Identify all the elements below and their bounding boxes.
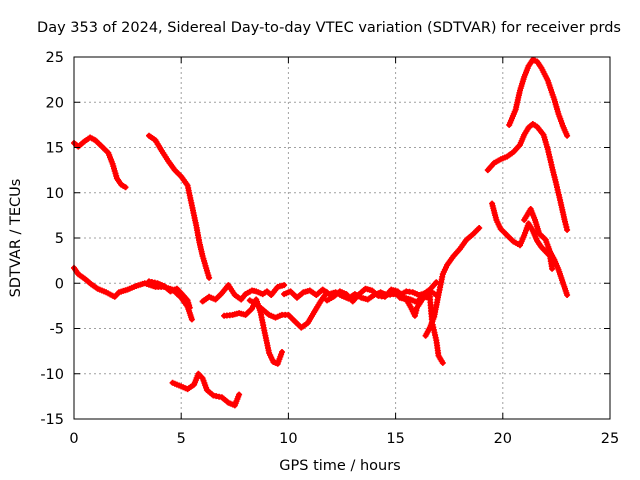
- series-arc-7: [221, 296, 285, 367]
- series-arc-13: [484, 121, 571, 233]
- data-point: [281, 282, 288, 289]
- series-arc-14: [506, 56, 571, 139]
- data-point: [564, 292, 571, 298]
- series-arc-8: [246, 289, 330, 331]
- series-arc-3: [71, 264, 195, 323]
- x-tick-label: 0: [69, 431, 78, 447]
- grid-lines: [74, 57, 610, 419]
- data-point: [439, 359, 446, 366]
- y-tick-label: 10: [46, 186, 64, 202]
- data-point: [476, 225, 483, 231]
- y-tick-label: 0: [55, 276, 64, 292]
- y-tick-label: 25: [46, 50, 64, 66]
- chart-title: Day 353 of 2024, Sidereal Day-to-day VTE…: [37, 20, 621, 36]
- x-tick-label: 25: [601, 431, 619, 447]
- y-tick-label: 15: [46, 141, 64, 157]
- y-tick-label: -15: [40, 412, 64, 428]
- y-tick-label: -5: [50, 322, 64, 338]
- data-series: [71, 56, 571, 409]
- data-point: [564, 132, 571, 139]
- data-point: [206, 274, 213, 281]
- series-arc-15: [489, 200, 556, 272]
- data-point: [122, 184, 129, 191]
- series-arc-5: [169, 370, 243, 409]
- y-tick-label: 5: [55, 231, 64, 247]
- data-point: [549, 265, 556, 272]
- series-arc-16: [521, 206, 571, 298]
- y-tick-label: -10: [40, 367, 64, 383]
- data-point: [279, 349, 285, 355]
- axis-ticks: 0 5 10 15 20 25 -15 -10 -5 0 5 10 15 20 25: [40, 50, 619, 447]
- x-tick-label: 20: [494, 431, 512, 447]
- data-point: [564, 226, 571, 233]
- series-arc-11: [396, 293, 446, 366]
- series-arc-1: [71, 134, 129, 191]
- x-tick-label: 10: [279, 431, 297, 447]
- y-tick-label: 20: [46, 95, 64, 111]
- x-tick-label: 5: [177, 431, 186, 447]
- data-point: [186, 304, 193, 311]
- series-arc-2: [146, 132, 213, 281]
- x-axis-label: GPS time / hours: [279, 458, 400, 474]
- series-arc-12: [422, 225, 483, 339]
- y-axis-label: SDTVAR / TECUs: [8, 179, 24, 298]
- data-point: [236, 391, 243, 398]
- series-arc-6: [199, 282, 288, 305]
- data-point: [188, 316, 195, 323]
- series-arc-4: [146, 278, 193, 311]
- x-tick-label: 15: [386, 431, 404, 447]
